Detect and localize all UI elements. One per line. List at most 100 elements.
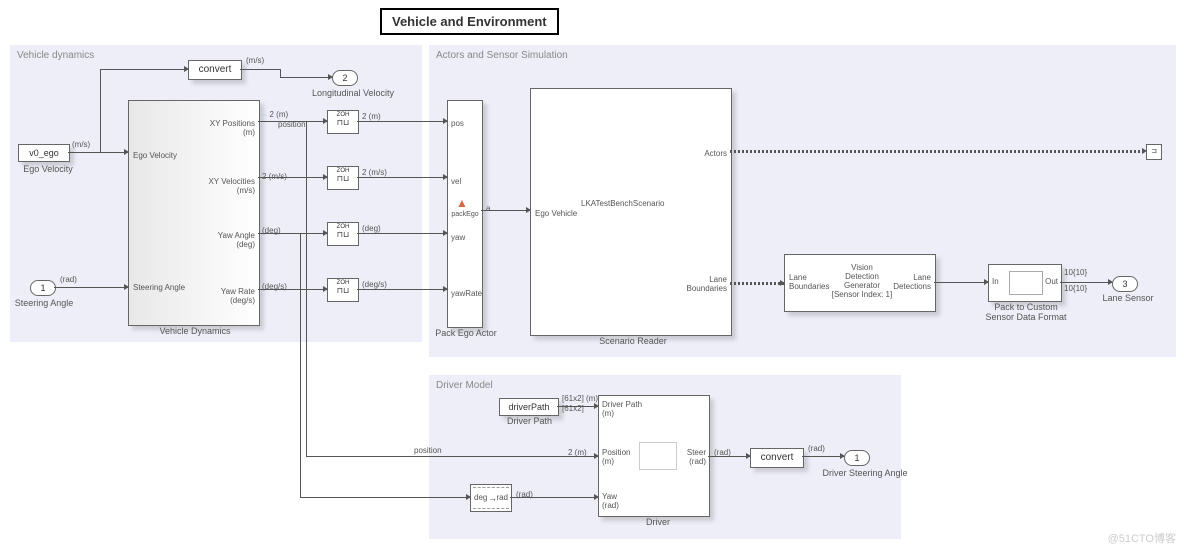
zoh-sig-1: 2 (m) (362, 112, 381, 121)
wire (258, 289, 327, 290)
wire-bus (730, 282, 784, 285)
packego-p2: vel (451, 177, 461, 186)
label-driver: Driver (638, 517, 678, 527)
wire (240, 69, 280, 70)
region-vd-title: Vehicle dynamics (17, 50, 94, 61)
wire (1060, 282, 1112, 283)
block-pack-ego[interactable]: pos vel yaw yawRate ▲ packEgo (447, 100, 483, 328)
block-pack-custom[interactable]: In Out (988, 264, 1062, 302)
vd-in-steer: Steering Angle (133, 283, 185, 292)
zoh-4[interactable] (327, 278, 359, 302)
sig-dp: [61x2] (m) (562, 394, 598, 403)
arrow-icon (323, 230, 328, 236)
diagram-title: Vehicle and Environment (380, 8, 559, 35)
arrow-icon (328, 74, 333, 80)
wire (68, 152, 128, 153)
wire (306, 121, 307, 456)
drv-p2: Position(m) (602, 448, 630, 466)
d2r-from: deg (474, 493, 487, 502)
arrow-icon (184, 66, 189, 72)
const-v0-ego[interactable]: v0_ego (18, 144, 70, 162)
terminator-actors[interactable]: ⊐ (1146, 144, 1162, 160)
zoh-sig-4: (deg/s) (362, 280, 387, 289)
arrow-icon (124, 284, 129, 290)
inport-steering[interactable]: 1 (30, 280, 56, 296)
drv-out: Steer(rad) (687, 448, 706, 466)
block-vision-gen[interactable]: Lane Boundaries Vision Detection Generat… (784, 254, 936, 312)
arrow-icon (323, 174, 328, 180)
wire (357, 121, 447, 122)
label-pack-ego: Pack Ego Actor (434, 328, 498, 338)
arrow-icon (466, 494, 471, 500)
sig-ls-2: 10{10} (1064, 284, 1087, 293)
sig-convert-out: (m/s) (246, 56, 264, 65)
label-pack-custom: Pack to Custom Sensor Data Format (976, 302, 1076, 322)
label-steering-angle: Steering Angle (14, 298, 74, 308)
drv-p1: Driver Path(m) (602, 400, 642, 418)
const-driver-path[interactable]: driverPath (499, 398, 559, 416)
wire (357, 233, 447, 234)
vision-in: Lane Boundaries (789, 273, 829, 291)
block-convert-2[interactable]: convert (750, 448, 804, 468)
zoh-2[interactable] (327, 166, 359, 190)
label-lane-sensor: Lane Sensor (1098, 293, 1158, 303)
wire (306, 456, 598, 457)
arrow-icon (1142, 148, 1147, 154)
sig-ls-1: 10{10} (1064, 268, 1087, 277)
block-scenario-reader[interactable]: Ego Vehicle LKATestBenchScenario Actors … (530, 88, 732, 336)
zoh-sig-2: 2 (m/s) (362, 168, 387, 177)
region-dm-title: Driver Model (436, 380, 493, 391)
vd-in-ego: Ego Velocity (133, 151, 177, 160)
wire (357, 177, 447, 178)
sr-name: LKATestBenchScenario (581, 199, 664, 208)
wire (934, 282, 988, 283)
wire (54, 287, 128, 288)
wire (258, 233, 327, 234)
packego-icon-label: packEgo (448, 211, 482, 218)
arrow-icon (780, 280, 785, 286)
wire (357, 289, 447, 290)
arrow-icon (594, 453, 599, 459)
watermark: @51CTO博客 (1108, 530, 1176, 546)
arrow-icon (443, 230, 448, 236)
pc-out: Out (1045, 277, 1058, 286)
wire (100, 69, 188, 70)
outport-long-vel[interactable]: 2 (332, 70, 358, 86)
vd-out-xyvel: XY Velocities(m/s) (208, 177, 255, 195)
block-deg2rad[interactable]: deg → rad (470, 484, 512, 512)
sig-conv2: (rad) (808, 444, 825, 453)
sr-out2: Lane Boundaries (687, 275, 727, 293)
zoh-3[interactable] (327, 222, 359, 246)
arrow-icon (594, 494, 599, 500)
wire (280, 77, 332, 78)
packego-p1: pos (451, 119, 464, 128)
zoh-1[interactable] (327, 110, 359, 134)
wire (258, 121, 327, 122)
wire (510, 497, 598, 498)
zoh-sig-3: (deg) (362, 224, 381, 233)
block-driver[interactable]: Driver Path(m) Position(m) Yaw(rad) Stee… (598, 395, 710, 517)
arrow-icon (746, 453, 751, 459)
label-driver-path: Driver Path (502, 416, 557, 426)
arrow-icon (526, 207, 531, 213)
vision-label: Vision Detection Generator [Sensor Index… (827, 263, 897, 299)
sig-ego-vel: (m/s) (72, 140, 90, 149)
sr-in: Ego Vehicle (535, 209, 577, 218)
arrow-icon (323, 286, 328, 292)
label-scenario: Scenario Reader (588, 336, 678, 346)
vd-out-yawrate: Yaw Rate(deg/s) (221, 287, 255, 305)
siglabel-position2: position (414, 446, 442, 455)
d2r-to: rad (496, 493, 508, 502)
packego-p4: yawRate (451, 289, 482, 298)
sr-out1: Actors (704, 149, 727, 158)
wire (708, 456, 750, 457)
outport-lane-sensor[interactable]: 3 (1112, 276, 1138, 292)
label-ego-velocity: Ego Velocity (18, 164, 78, 174)
block-vehicle-dynamics[interactable]: Ego Velocity Steering Angle XY Positions… (128, 100, 260, 326)
label-driver-steer: Driver Steering Angle (820, 468, 910, 478)
outport-driver-steer[interactable]: 1 (844, 450, 870, 466)
block-convert-1[interactable]: convert (188, 60, 242, 80)
wire (100, 69, 101, 153)
vision-out: Lane Detections (893, 273, 931, 291)
wire (300, 497, 470, 498)
